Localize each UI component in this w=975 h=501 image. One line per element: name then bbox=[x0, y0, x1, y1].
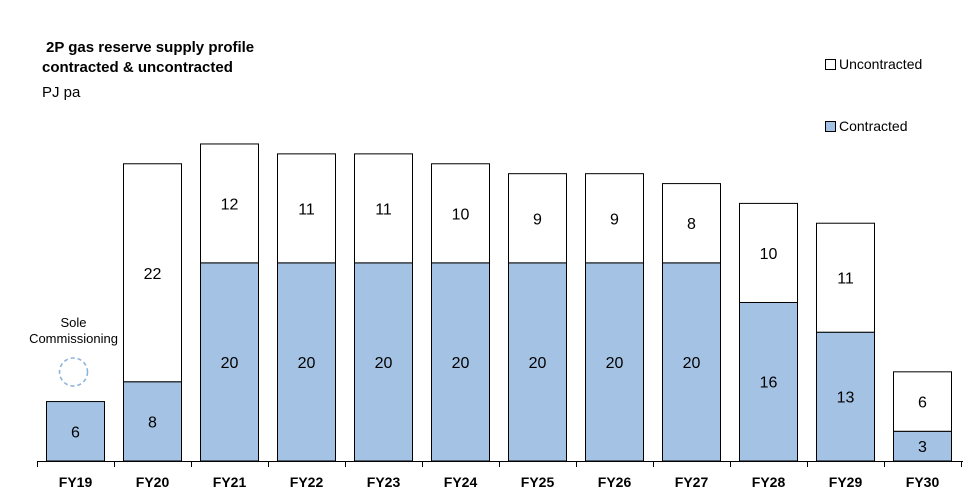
bar-uncontracted-fy22 bbox=[277, 153, 336, 264]
x-tick-label-fy27: FY27 bbox=[675, 474, 709, 490]
bar-uncontracted-fy29 bbox=[816, 222, 875, 333]
label-uncontracted-fy27: 8 bbox=[687, 216, 696, 233]
label-uncontracted-fy29: 11 bbox=[837, 271, 854, 288]
label-contracted-fy24: 20 bbox=[452, 355, 470, 372]
legend-swatch-uncontracted bbox=[825, 58, 836, 70]
bar-uncontracted-fy26 bbox=[585, 173, 644, 264]
x-tick-label-fy24: FY24 bbox=[444, 474, 478, 490]
label-contracted-fy29: 13 bbox=[837, 390, 855, 407]
label-contracted-fy23: 20 bbox=[375, 355, 393, 372]
x-tick-label-fy25: FY25 bbox=[521, 474, 555, 490]
label-uncontracted-fy24: 10 bbox=[452, 206, 470, 223]
x-tick-label-fy19: FY19 bbox=[59, 474, 93, 490]
x-tick-label-fy29: FY29 bbox=[829, 474, 863, 490]
x-tick-label-fy28: FY28 bbox=[752, 474, 786, 490]
legend-swatch-contracted bbox=[825, 120, 836, 132]
bar-contracted-fy23 bbox=[354, 262, 413, 462]
label-uncontracted-fy30: 6 bbox=[918, 395, 927, 412]
label-contracted-fy22: 20 bbox=[298, 355, 316, 372]
annotation-line-2: Commissioning bbox=[29, 331, 118, 346]
label-uncontracted-fy25: 9 bbox=[533, 211, 542, 228]
bar-uncontracted-fy25 bbox=[508, 173, 567, 264]
bar-contracted-fy21 bbox=[200, 262, 259, 462]
bar-contracted-fy27 bbox=[662, 262, 721, 462]
x-tick-label-fy21: FY21 bbox=[213, 474, 247, 490]
annotation-line-1: Sole bbox=[60, 315, 86, 330]
bar-contracted-fy30 bbox=[893, 430, 952, 462]
label-contracted-fy25: 20 bbox=[529, 355, 547, 372]
x-tick-label-fy22: FY22 bbox=[290, 474, 324, 490]
chart-title: 2P gas reserve supply profile contracted… bbox=[42, 38, 254, 78]
label-uncontracted-fy26: 9 bbox=[610, 211, 619, 228]
legend-label-contracted: Contracted bbox=[839, 118, 908, 134]
legend-item-contracted: Contracted bbox=[825, 118, 907, 134]
legend-label-uncontracted: Uncontracted bbox=[839, 56, 923, 72]
label-uncontracted-fy21: 12 bbox=[221, 196, 239, 213]
label-uncontracted-fy22: 11 bbox=[298, 201, 315, 218]
bar-contracted-fy24 bbox=[431, 262, 490, 462]
bar-uncontracted-fy24 bbox=[431, 163, 490, 264]
label-contracted-fy30: 3 bbox=[918, 439, 927, 456]
bar-uncontracted-fy30 bbox=[893, 371, 952, 432]
label-contracted-fy26: 20 bbox=[606, 355, 624, 372]
bar-uncontracted-fy23 bbox=[354, 153, 413, 264]
bar-uncontracted-fy28 bbox=[739, 202, 798, 303]
label-uncontracted-fy28: 10 bbox=[760, 246, 778, 263]
bar-contracted-fy29 bbox=[816, 331, 875, 462]
bar-uncontracted-fy20 bbox=[123, 163, 182, 383]
chart-title-line-2: contracted & uncontracted bbox=[42, 59, 233, 76]
chart-title-line-1: 2P gas reserve supply profile bbox=[46, 39, 255, 56]
bar-uncontracted-fy27 bbox=[662, 183, 721, 264]
bar-contracted-fy19 bbox=[46, 401, 105, 462]
bar-contracted-fy22 bbox=[277, 262, 336, 462]
x-tick-label-fy26: FY26 bbox=[598, 474, 632, 490]
bar-contracted-fy26 bbox=[585, 262, 644, 462]
label-contracted-fy21: 20 bbox=[221, 355, 239, 372]
label-uncontracted-fy20: 22 bbox=[144, 266, 162, 283]
label-contracted-fy27: 20 bbox=[683, 355, 701, 372]
label-uncontracted-fy23: 11 bbox=[375, 201, 392, 218]
annotation-dashed-circle bbox=[58, 357, 89, 387]
x-tick-label-fy20: FY20 bbox=[136, 474, 170, 490]
label-contracted-fy19: 6 bbox=[71, 424, 80, 441]
bar-contracted-fy28 bbox=[739, 301, 798, 462]
label-contracted-fy28: 16 bbox=[760, 375, 778, 392]
legend-item-uncontracted: Uncontracted bbox=[825, 56, 922, 72]
x-tick-label-fy23: FY23 bbox=[367, 474, 401, 490]
label-contracted-fy20: 8 bbox=[148, 414, 157, 431]
unit-label: PJ pa bbox=[42, 84, 81, 101]
x-tick-label-fy30: FY30 bbox=[906, 474, 940, 490]
bar-uncontracted-fy21 bbox=[200, 143, 259, 264]
